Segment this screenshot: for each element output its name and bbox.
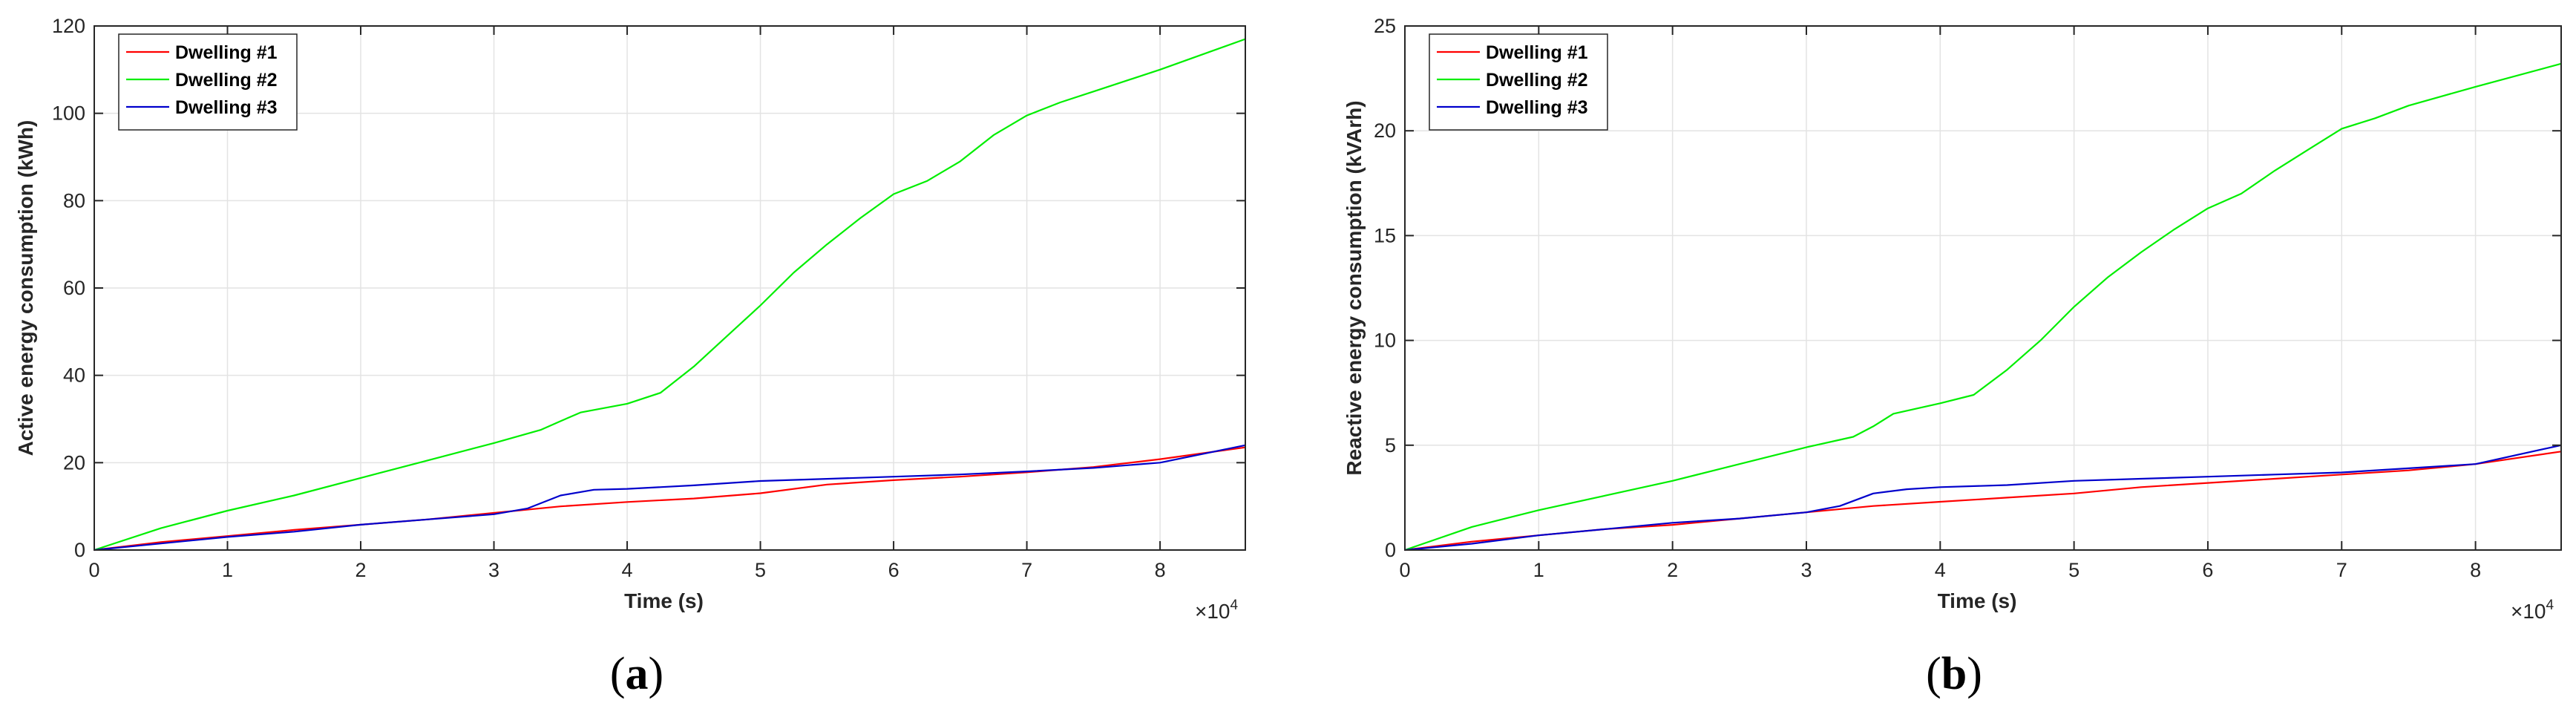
x-tick-label: 6 bbox=[2202, 559, 2213, 581]
x-axis-label: Time (s) bbox=[1938, 589, 2017, 612]
legend-label-dwelling-2: Dwelling #2 bbox=[175, 70, 278, 91]
x-tick-label: 8 bbox=[1155, 559, 1166, 581]
y-tick-label: 20 bbox=[63, 451, 85, 474]
x-tick-label: 7 bbox=[2336, 559, 2347, 581]
x-tick-label: 8 bbox=[2470, 559, 2481, 581]
panel-label-close-paren: ) bbox=[649, 649, 664, 699]
y-tick-label: 0 bbox=[1385, 539, 1396, 561]
series-line-dwelling-3 bbox=[1404, 444, 2562, 552]
y-axis-label: Reactive energy consumption (kVArh) bbox=[1343, 100, 1366, 475]
series-line-dwelling-2 bbox=[1404, 62, 2562, 552]
x-tick-label: 0 bbox=[1399, 559, 1410, 581]
panel-label-letter: a bbox=[626, 649, 649, 699]
panel-label: (b) bbox=[1926, 649, 1982, 699]
x-tick-label: 4 bbox=[1935, 559, 1946, 581]
x-tick-label: 1 bbox=[1533, 559, 1544, 581]
x-axis-multiplier-exponent: 4 bbox=[2546, 598, 2554, 613]
x-tick-label: 3 bbox=[1800, 559, 1812, 581]
legend: Dwelling #1 Dwelling #2 Dwelling #3 bbox=[1429, 33, 1608, 131]
panel-label-open-paren: ( bbox=[610, 649, 626, 699]
legend-label-dwelling-1: Dwelling #1 bbox=[1486, 42, 1588, 63]
x-axis-label: Time (s) bbox=[624, 589, 704, 612]
panel-label-close-paren: ) bbox=[1967, 649, 1982, 699]
x-tick-label: 3 bbox=[488, 559, 499, 581]
legend: Dwelling #1 Dwelling #2 Dwelling #3 bbox=[118, 33, 298, 131]
y-tick-label: 40 bbox=[63, 364, 85, 387]
y-tick-label: 0 bbox=[74, 539, 85, 561]
legend-box bbox=[118, 33, 298, 131]
legend-label-dwelling-2: Dwelling #2 bbox=[1486, 70, 1588, 91]
x-tick-label: 7 bbox=[1021, 559, 1032, 581]
y-axis-label: Active energy consumption (kWh) bbox=[14, 120, 37, 456]
x-axis-multiplier-base: ×10 bbox=[1195, 600, 1230, 623]
legend-label-dwelling-1: Dwelling #1 bbox=[175, 42, 278, 63]
x-tick-label: 1 bbox=[222, 559, 233, 581]
legend-label-dwelling-3: Dwelling #3 bbox=[175, 97, 278, 118]
x-tick-label: 2 bbox=[1667, 559, 1678, 581]
x-tick-label: 5 bbox=[2068, 559, 2080, 581]
y-tick-label: 80 bbox=[63, 189, 85, 212]
legend-box bbox=[1429, 33, 1608, 131]
x-tick-label: 6 bbox=[888, 559, 899, 581]
y-tick-label: 5 bbox=[1385, 434, 1396, 456]
y-tick-label: 100 bbox=[52, 102, 85, 125]
x-tick-label: 5 bbox=[755, 559, 766, 581]
x-axis-multiplier-base: ×10 bbox=[2511, 600, 2546, 623]
panel-label-letter: b bbox=[1941, 649, 1967, 699]
x-axis-multiplier-exponent: 4 bbox=[1230, 598, 1239, 613]
series-line-dwelling-2 bbox=[94, 38, 1246, 552]
x-axis-multiplier: ×104 bbox=[1195, 598, 1239, 623]
y-tick-label: 20 bbox=[1374, 120, 1396, 142]
y-tick-label: 120 bbox=[52, 15, 85, 37]
chart-panel-b: 0 1 2 3 4 5 6 7 8 0 5 10 15 20 25 Time (s) Reactive ener… bbox=[1343, 15, 2562, 699]
legend-label-dwelling-3: Dwelling #3 bbox=[1486, 97, 1588, 118]
y-tick-label: 60 bbox=[63, 277, 85, 299]
panel-label-open-paren: ( bbox=[1926, 649, 1941, 699]
x-axis-multiplier: ×104 bbox=[2511, 598, 2554, 623]
axes-box bbox=[1404, 25, 2562, 551]
series-line-dwelling-3 bbox=[94, 444, 1246, 552]
x-tick-label: 0 bbox=[88, 559, 99, 581]
y-tick-label: 10 bbox=[1374, 330, 1396, 352]
y-tick-label: 15 bbox=[1374, 224, 1396, 246]
x-tick-label: 2 bbox=[355, 559, 367, 581]
panel-label: (a) bbox=[610, 649, 663, 699]
y-tick-label: 25 bbox=[1374, 15, 1396, 37]
x-tick-label: 4 bbox=[622, 559, 633, 581]
